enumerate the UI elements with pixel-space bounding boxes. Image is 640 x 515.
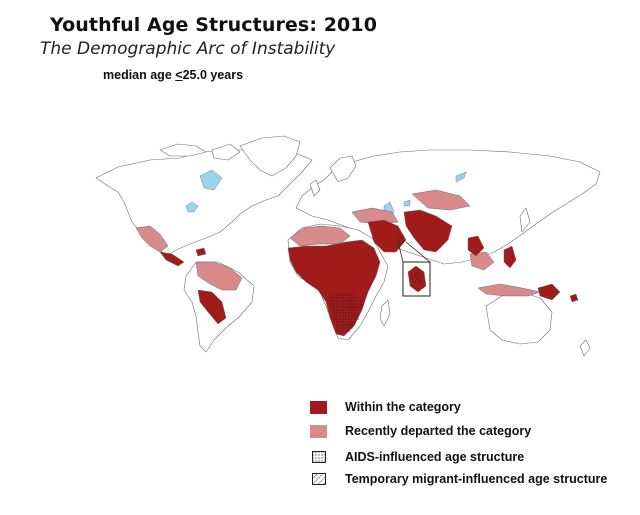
region-south-asia bbox=[403, 209, 453, 253]
region-north-africa bbox=[289, 225, 351, 247]
region-central-asia bbox=[411, 189, 471, 211]
legend-label-migrant: Temporary migrant-influenced age structu… bbox=[345, 472, 608, 486]
inset-hatch bbox=[410, 270, 422, 286]
swatch-migrant-pattern bbox=[312, 473, 326, 485]
lake-baikal bbox=[455, 171, 467, 183]
legend-label-departed: Recently departed the category bbox=[345, 424, 532, 438]
legend-item-within: Within the category bbox=[310, 400, 461, 414]
region-southern-africa-aids bbox=[330, 292, 362, 334]
region-indochina bbox=[469, 251, 495, 271]
region-indonesia bbox=[477, 283, 541, 297]
landmass-japan bbox=[519, 207, 531, 233]
region-south-america-north bbox=[195, 261, 243, 291]
region-philippines bbox=[503, 245, 517, 269]
inset-persian-gulf bbox=[397, 241, 431, 297]
region-central-america bbox=[159, 251, 185, 267]
region-myanmar-laos bbox=[467, 235, 485, 257]
criterion-label: median age <25.0 years bbox=[103, 68, 243, 82]
world-map bbox=[95, 135, 601, 357]
aral-sea bbox=[403, 199, 411, 207]
inset-leader-1 bbox=[397, 241, 404, 263]
map-title: Youthful Age Structures: 2010 bbox=[50, 14, 378, 36]
region-arabia bbox=[367, 219, 407, 253]
landmass-new-zealand bbox=[579, 339, 591, 357]
swatch-aids-pattern bbox=[312, 451, 326, 463]
region-mexico bbox=[135, 225, 169, 253]
legend-item-aids: AIDS-influenced age structure bbox=[310, 450, 524, 464]
landmass-madagascar bbox=[379, 299, 391, 327]
great-lakes bbox=[185, 201, 199, 213]
swatch-within bbox=[310, 400, 327, 414]
criterion-symbol: < bbox=[175, 68, 183, 82]
landmass-baffin bbox=[211, 143, 241, 161]
region-haiti bbox=[195, 247, 207, 257]
map-subtitle: The Demographic Arc of Instability bbox=[40, 39, 336, 59]
criterion-value: 25.0 years bbox=[182, 68, 244, 82]
region-papua bbox=[537, 283, 561, 301]
legend-item-departed: Recently departed the category bbox=[310, 424, 531, 438]
criterion-prefix: median age bbox=[103, 68, 176, 82]
region-turkey-iran bbox=[351, 207, 399, 225]
landmass-scandinavia bbox=[329, 155, 357, 183]
landmass-uk bbox=[309, 179, 321, 197]
landmass-greenland bbox=[239, 135, 301, 177]
swatch-departed bbox=[310, 424, 327, 438]
legend-item-migrant: Temporary migrant-influenced age structu… bbox=[310, 472, 607, 486]
inset-leader-2 bbox=[405, 241, 431, 263]
region-andes bbox=[197, 289, 227, 325]
legend-label-aids: AIDS-influenced age structure bbox=[345, 450, 525, 464]
hudson-bay bbox=[199, 169, 223, 191]
landmass-arctic-islands bbox=[159, 143, 207, 157]
landmass-australia bbox=[485, 291, 553, 345]
region-pacific-islands bbox=[569, 293, 579, 303]
aids-influenced-regions bbox=[330, 292, 362, 334]
legend-label-within: Within the category bbox=[345, 400, 461, 414]
departed-regions bbox=[135, 189, 541, 297]
